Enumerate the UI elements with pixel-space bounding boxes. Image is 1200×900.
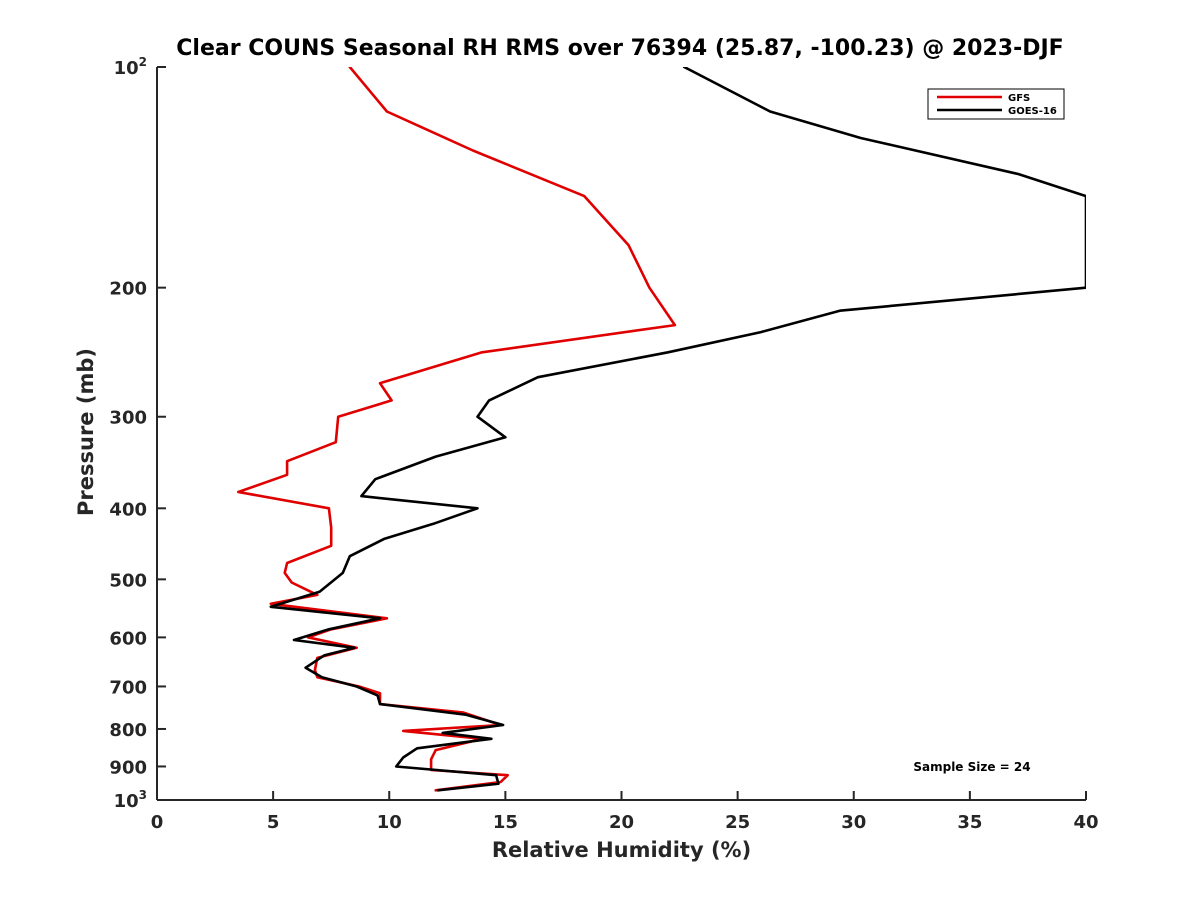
- y-tick-label: 600: [109, 628, 147, 649]
- x-tick-label: 15: [493, 812, 518, 833]
- plot-area: 0 5 10 15 20 25 30 35 40 200 300 400 500 600 700 800 90…: [109, 55, 1098, 833]
- x-tick-label: 20: [609, 812, 634, 833]
- x-tick-label: 0: [151, 812, 164, 833]
- x-tick-label: 25: [725, 812, 750, 833]
- series-layer: [237, 67, 1086, 792]
- y-tick-label: 900: [109, 757, 147, 778]
- plot-background: [157, 67, 1086, 800]
- y-tick-label: 103: [114, 788, 147, 812]
- y-axis-label: Pressure (mb): [74, 348, 98, 516]
- x-tick-label: 30: [841, 812, 866, 833]
- y-tick-label: 102: [114, 55, 147, 79]
- y-axis-ticks: 200 300 400 500 600 700 800 900 102 103: [109, 55, 166, 812]
- y-tick-label: 500: [109, 570, 147, 591]
- y-tick-label: 700: [109, 677, 147, 698]
- series-line-goes16: [269, 67, 1086, 792]
- y-tick-label: 800: [109, 720, 147, 741]
- legend-entry-gfs: GFS: [1008, 93, 1030, 104]
- x-tick-label: 40: [1073, 812, 1098, 833]
- x-tick-label: 10: [377, 812, 402, 833]
- legend: GFS GOES-16: [927, 88, 1065, 120]
- x-tick-label: 5: [267, 812, 280, 833]
- x-tick-label: 35: [957, 812, 982, 833]
- legend-box: [927, 88, 1065, 120]
- x-axis-ticks: 0 5 10 15 20 25 30 35 40: [151, 791, 1099, 833]
- chart-title: Clear COUNS Seasonal RH RMS over 76394 (…: [176, 36, 1063, 61]
- y-tick-label: 400: [109, 499, 147, 520]
- sample-size-annotation: Sample Size = 24: [913, 760, 1030, 774]
- legend-entry-goes16: GOES-16: [1008, 106, 1057, 117]
- series-line-gfs: [237, 67, 677, 792]
- y-tick-label: 200: [109, 279, 147, 300]
- x-axis-label: Relative Humidity (%): [492, 838, 751, 862]
- y-tick-label: 300: [109, 408, 147, 429]
